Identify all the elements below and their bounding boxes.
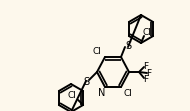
Text: Cl: Cl bbox=[124, 88, 132, 97]
Text: F: F bbox=[143, 61, 149, 70]
Text: Cl: Cl bbox=[68, 90, 77, 99]
Text: Cl: Cl bbox=[142, 28, 151, 37]
Text: N: N bbox=[98, 88, 106, 98]
Text: S: S bbox=[125, 41, 131, 51]
Text: F: F bbox=[143, 74, 149, 83]
Text: F: F bbox=[146, 68, 152, 77]
Text: Cl: Cl bbox=[93, 47, 101, 56]
Text: S: S bbox=[83, 77, 89, 87]
